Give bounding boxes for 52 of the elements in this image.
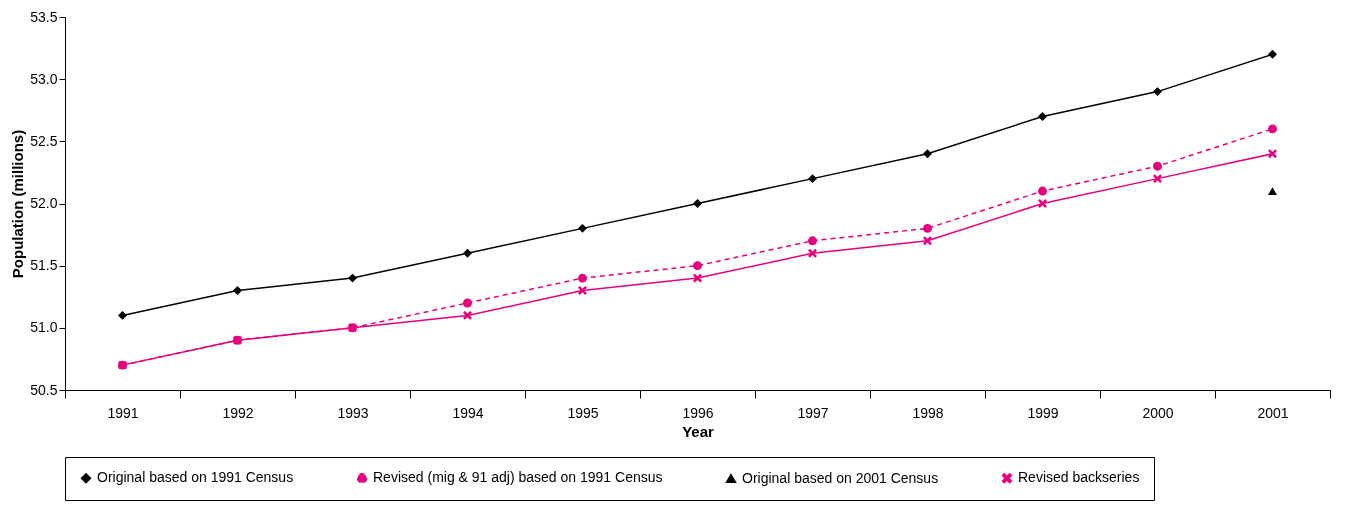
x-tick-label: 1997: [797, 404, 829, 421]
x-tick-label: 2001: [1257, 404, 1289, 421]
point: [1153, 161, 1162, 171]
point: [1153, 174, 1162, 184]
legend-label: Revised backseries: [1018, 469, 1140, 486]
x-tick-label: 1994: [452, 404, 484, 421]
point: [463, 298, 472, 308]
point: [1038, 186, 1047, 196]
y-tick-label: 53.5: [30, 8, 58, 25]
point: [808, 174, 817, 184]
point: [808, 248, 817, 258]
point: [693, 273, 702, 283]
y-tick-label: 52.5: [30, 132, 58, 149]
point: [1038, 111, 1047, 121]
y-tick-label: 52.0: [30, 195, 58, 211]
point: [233, 286, 242, 296]
x-tick-label: 1992: [222, 404, 254, 421]
point: [693, 261, 702, 271]
point: [923, 236, 932, 246]
point: [578, 286, 587, 296]
point: [1268, 49, 1277, 59]
x-tick-label: 1999: [1027, 404, 1059, 421]
legend-label: Original based on 2001 Census: [742, 469, 939, 486]
point: [578, 223, 587, 233]
point: [1268, 124, 1277, 134]
point: [118, 310, 127, 320]
point: [808, 236, 817, 246]
x-tick-label: 1991: [107, 404, 139, 421]
x-axis-title: Year: [682, 422, 715, 440]
y-tick-label: 51.5: [30, 257, 58, 274]
point: [923, 149, 932, 159]
y-tick-label: 51.0: [30, 319, 58, 336]
y-tick-label: 53.0: [30, 70, 58, 87]
point: [1038, 199, 1047, 208]
legend-label: Original based on 1991 Census: [97, 469, 294, 486]
point: [348, 273, 357, 283]
x-tick-label: 1996: [682, 404, 714, 421]
y-tick-label: 50.5: [30, 381, 58, 398]
point: [923, 223, 932, 233]
point: [1268, 187, 1277, 195]
x-tick-label: 2000: [1142, 404, 1174, 421]
point: [578, 273, 587, 283]
x-tick-label: 1993: [337, 404, 369, 421]
point: [463, 310, 472, 320]
point: [693, 199, 702, 208]
x-tick-label: 1995: [567, 404, 599, 421]
y-axis-title: Population (millions): [9, 129, 27, 279]
point: [1268, 149, 1277, 159]
x-tick-label: 1998: [912, 404, 944, 421]
point: [463, 248, 472, 258]
legend-label: Revised (mig & 91 adj) based on 1991 Census: [373, 469, 663, 486]
point: [1153, 87, 1162, 97]
